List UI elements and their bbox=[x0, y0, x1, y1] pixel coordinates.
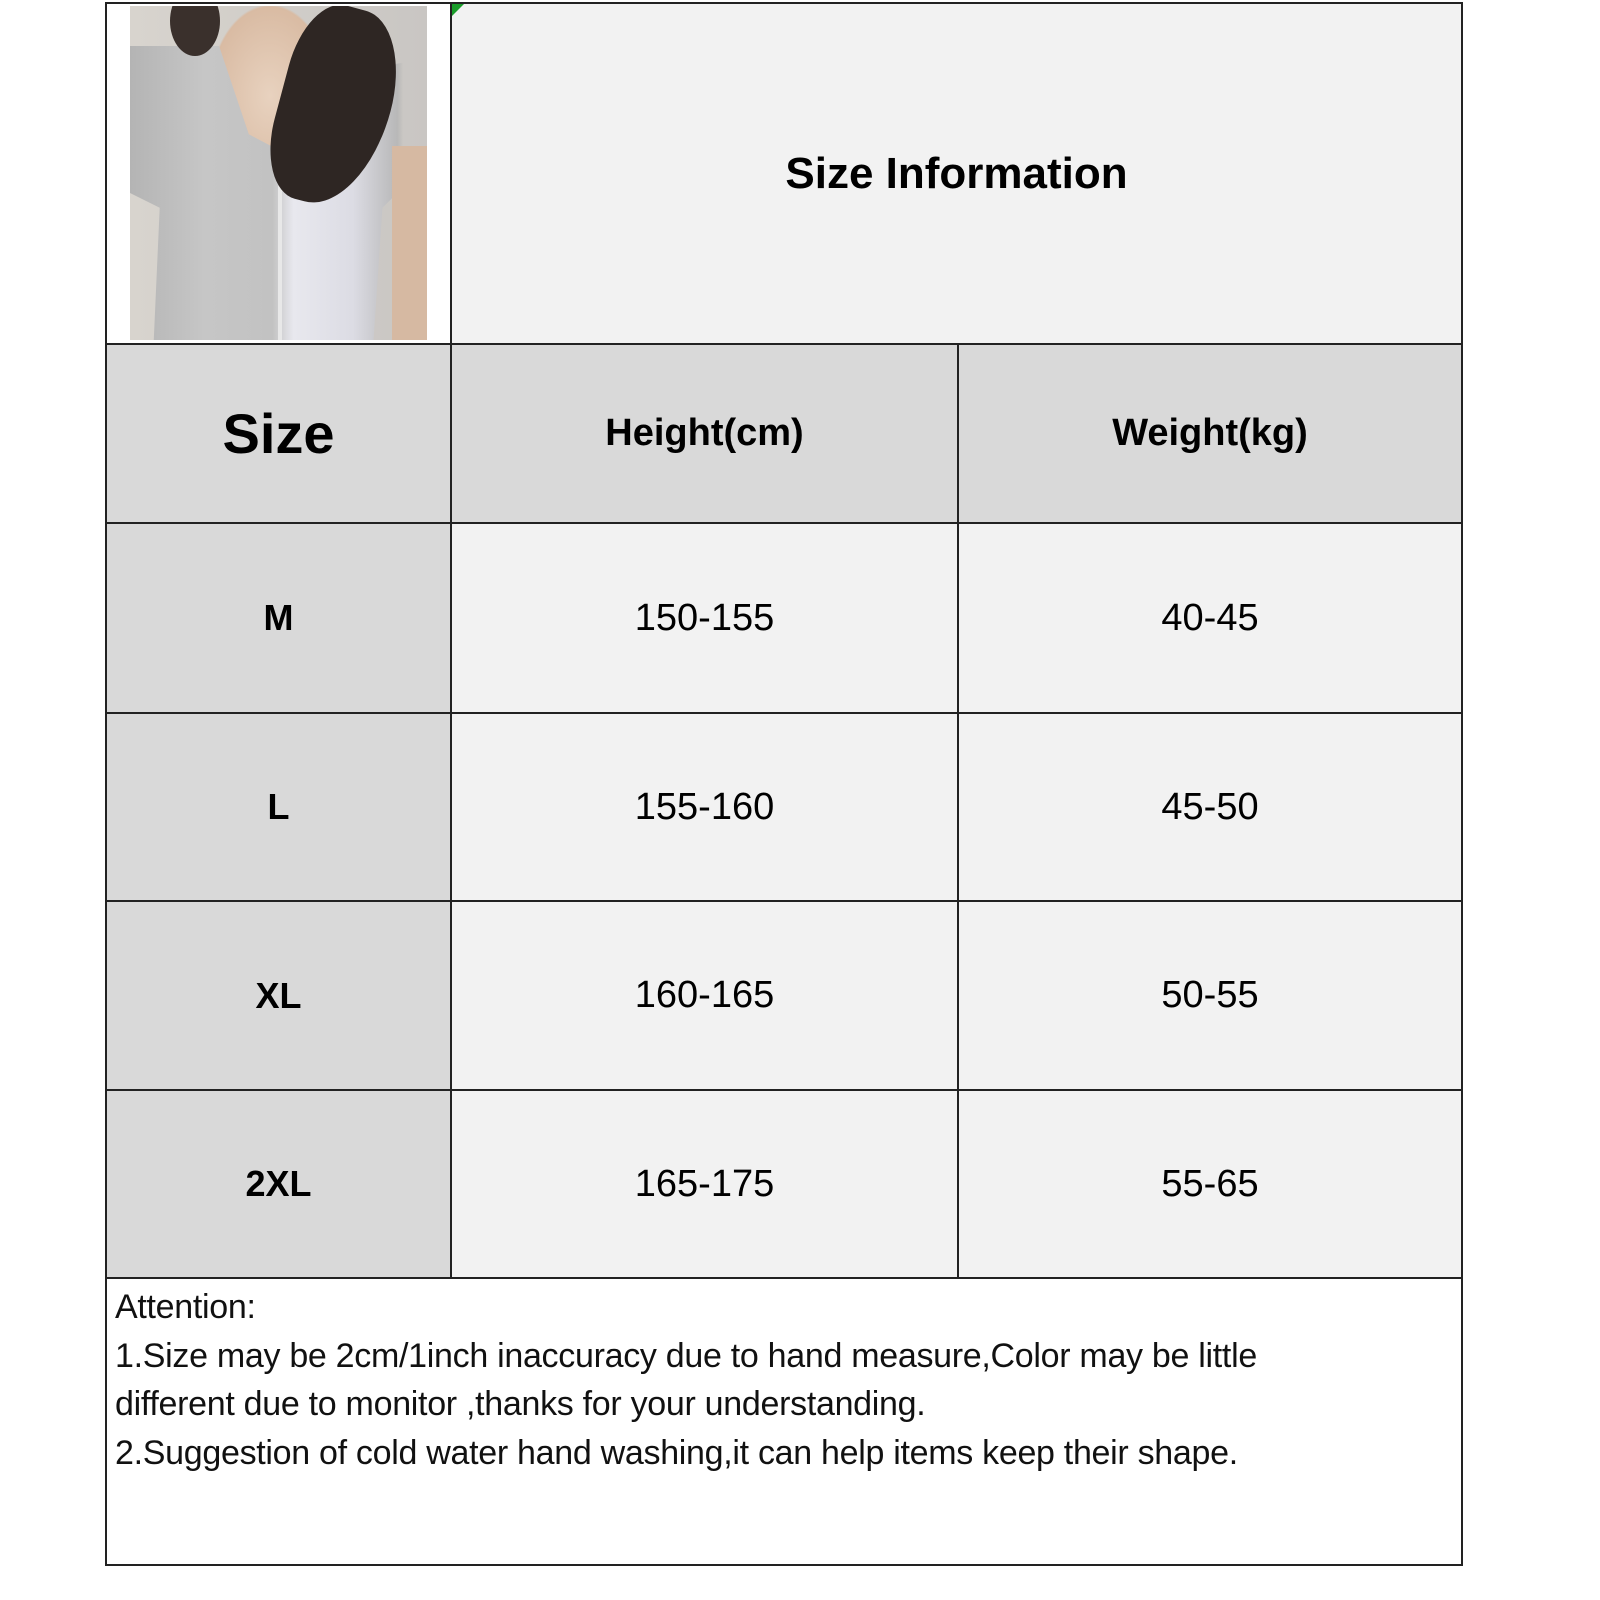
cell-marker-icon bbox=[452, 4, 464, 16]
size-cell: M bbox=[105, 522, 452, 714]
note-line: 1.Size may be 2cm/1inch inaccuracy due t… bbox=[115, 1336, 1257, 1375]
height-cell: 155-160 bbox=[450, 712, 959, 902]
height-cell: 165-175 bbox=[450, 1089, 959, 1279]
header-height: Height(cm) bbox=[450, 343, 959, 524]
page-title: Size Information bbox=[785, 148, 1128, 198]
weight-cell: 55-65 bbox=[957, 1089, 1463, 1279]
weight-cell: 45-50 bbox=[957, 712, 1463, 902]
size-cell: 2XL bbox=[105, 1089, 452, 1279]
note-line: 2.Suggestion of cold water hand washing,… bbox=[115, 1433, 1238, 1472]
notes-heading: Attention: bbox=[115, 1288, 256, 1326]
weight-cell: 50-55 bbox=[957, 900, 1463, 1091]
height-cell: 150-155 bbox=[450, 522, 959, 714]
header-weight: Weight(kg) bbox=[957, 343, 1463, 524]
height-cell: 160-165 bbox=[450, 900, 959, 1091]
size-cell: L bbox=[105, 712, 452, 902]
title-cell: Size Information bbox=[450, 2, 1463, 345]
note-line: different due to monitor ,thanks for you… bbox=[115, 1385, 926, 1423]
size-cell: XL bbox=[105, 900, 452, 1091]
product-photo bbox=[130, 6, 427, 340]
attention-notes: Attention: 1.Size may be 2cm/1inch inacc… bbox=[105, 1277, 1463, 1566]
header-size: Size bbox=[105, 343, 452, 524]
weight-cell: 40-45 bbox=[957, 522, 1463, 714]
